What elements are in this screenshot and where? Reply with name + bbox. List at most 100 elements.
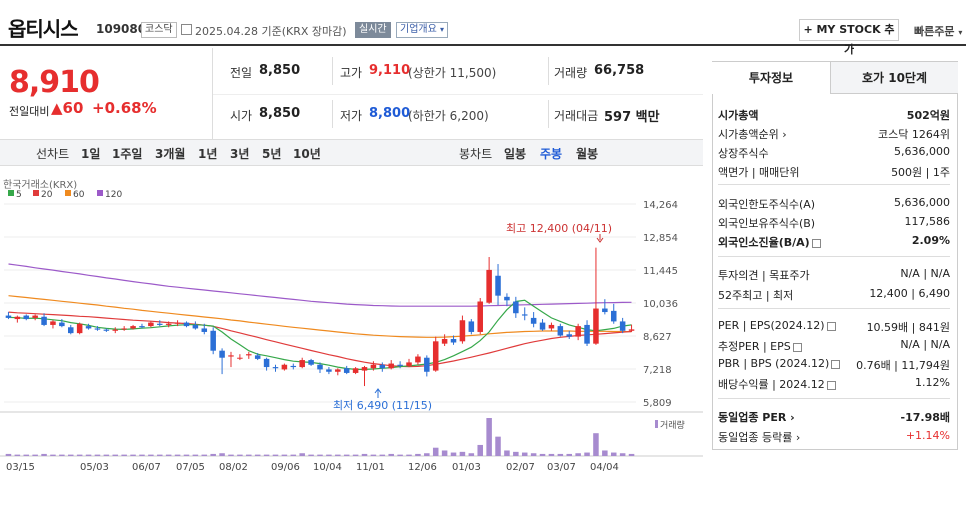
info-value: 5,636,000: [894, 145, 950, 158]
moving-averages: [8, 263, 632, 370]
volume-bars: [5, 418, 635, 456]
info-value: -17.98배: [900, 411, 950, 424]
candle-body: [272, 367, 279, 369]
candle-body: [584, 324, 590, 344]
candle-body: [112, 329, 119, 331]
company-info-dropdown[interactable]: 기업개요 ▾: [396, 22, 449, 38]
info-key: 동일업종 등락률 ›: [718, 431, 801, 444]
quick-order-link[interactable]: 빠른주문 ▾: [914, 23, 962, 39]
volume-value: 66,758: [594, 63, 645, 78]
candle-body: [5, 315, 12, 318]
price-chart[interactable]: 한국거래소(KRX) 5 20 60 120 14,264 12,854 11,445 10…: [0, 168, 703, 522]
chevron-down-icon: ▾: [958, 28, 963, 37]
info-value: 5,636,000: [894, 196, 950, 209]
stock-name: 옵티시스: [8, 17, 79, 41]
high-arrow-icon: [596, 234, 604, 243]
high-value: 9,110: [369, 63, 411, 78]
volume-bar: [59, 454, 65, 456]
help-icon[interactable]: [826, 380, 836, 390]
tab-monthly[interactable]: 월봉: [576, 147, 599, 161]
period-tabs: [0, 140, 703, 166]
volume-bar: [557, 453, 564, 456]
chevron-down-icon: ▾: [440, 25, 445, 34]
help-icon[interactable]: [831, 359, 841, 369]
divider: [718, 398, 950, 399]
info-key-text: 외국인소진율(B/A): [718, 236, 810, 249]
x-tick-label: 03/07: [547, 462, 576, 473]
tab-3y[interactable]: 3년: [230, 147, 250, 161]
tab-3m[interactable]: 3개월: [155, 147, 186, 161]
candle-body: [610, 310, 617, 322]
volume-bar: [299, 453, 305, 456]
help-icon[interactable]: [811, 238, 821, 248]
candle-body: [210, 330, 216, 351]
tab-hoga[interactable]: 호가 10단계: [831, 62, 958, 94]
volume-bar: [343, 454, 350, 456]
info-row[interactable]: 동일업종 PER › -17.98배: [718, 407, 950, 425]
tab-weekly[interactable]: 주봉: [540, 147, 563, 161]
help-icon[interactable]: [826, 321, 836, 331]
volume-bar: [219, 453, 225, 456]
volume-bar: [450, 452, 457, 456]
prev-close-label: 전일: [230, 66, 253, 80]
candle-body: [281, 364, 288, 370]
info-value: N/A | N/A: [900, 338, 950, 351]
volume-bar: [379, 454, 386, 456]
divider: [213, 94, 703, 95]
info-key-text: 배당수익률 | 2024.12: [718, 378, 825, 391]
tab-10y[interactable]: 10년: [293, 147, 321, 161]
candle-body: [628, 329, 635, 331]
info-key: 상장주식수: [718, 147, 769, 160]
volume-bar: [112, 454, 119, 456]
tab-invest-info[interactable]: 투자정보: [712, 62, 831, 94]
amount-number: 597: [604, 110, 632, 125]
info-row: 추정PER | EPS N/A | N/A: [718, 336, 950, 354]
info-row: 52주최고 | 최저 12,400 | 6,490: [718, 285, 950, 303]
volume-legend-swatch: [655, 420, 658, 428]
y-tick-label: 8,627: [643, 332, 672, 343]
tab-1d[interactable]: 1일: [81, 147, 101, 161]
candle-body: [23, 315, 30, 320]
divider: [332, 100, 333, 128]
volume-bar: [139, 454, 145, 456]
candle-body: [201, 328, 208, 332]
x-tick-label: 12/06: [408, 462, 437, 473]
volume-bar: [246, 454, 252, 456]
candle-body: [343, 368, 350, 373]
divider: [718, 256, 950, 257]
volume-bar: [370, 454, 377, 456]
info-key: 외국인보유주식수(B): [718, 217, 816, 230]
x-tick-label: 03/15: [6, 462, 35, 473]
tab-1w[interactable]: 1주일: [112, 147, 143, 161]
help-icon[interactable]: [792, 342, 802, 352]
volume-bar: [397, 454, 403, 456]
tab-5y[interactable]: 5년: [262, 147, 282, 161]
low-value: 8,800: [369, 106, 411, 121]
info-row[interactable]: 시가총액순위 › 코스닥 1264위: [718, 124, 950, 142]
candle-body: [246, 354, 252, 356]
candle-body: [219, 350, 225, 358]
change-label: 전일대비: [9, 105, 50, 118]
x-tick-label: 01/03: [452, 462, 481, 473]
prev-close-value: 8,850: [259, 63, 301, 78]
candle-body: [254, 355, 261, 359]
legend-swatch: [65, 190, 71, 196]
volume-bar: [94, 454, 101, 456]
y-tick-label: 10,036: [643, 299, 678, 310]
change-value: ▲60: [51, 99, 84, 117]
info-value: 12,400 | 6,490: [869, 287, 950, 300]
add-mystock-button[interactable]: + MY STOCK 추가: [799, 19, 899, 56]
realtime-button[interactable]: 실시간: [355, 22, 391, 38]
info-row[interactable]: 동일업종 등락률 › +1.14%: [718, 427, 950, 445]
candle-body: [468, 321, 475, 332]
volume-bar: [290, 454, 297, 456]
tab-daily[interactable]: 일봉: [504, 147, 527, 161]
tab-1y[interactable]: 1년: [198, 147, 218, 161]
candle-body: [530, 317, 537, 324]
ma60-line: [8, 295, 632, 338]
volume-bar: [41, 453, 47, 456]
volume-bar: [50, 454, 56, 456]
candle-body: [521, 314, 528, 316]
volume-bar: [317, 454, 323, 456]
volume-bar: [432, 447, 439, 456]
